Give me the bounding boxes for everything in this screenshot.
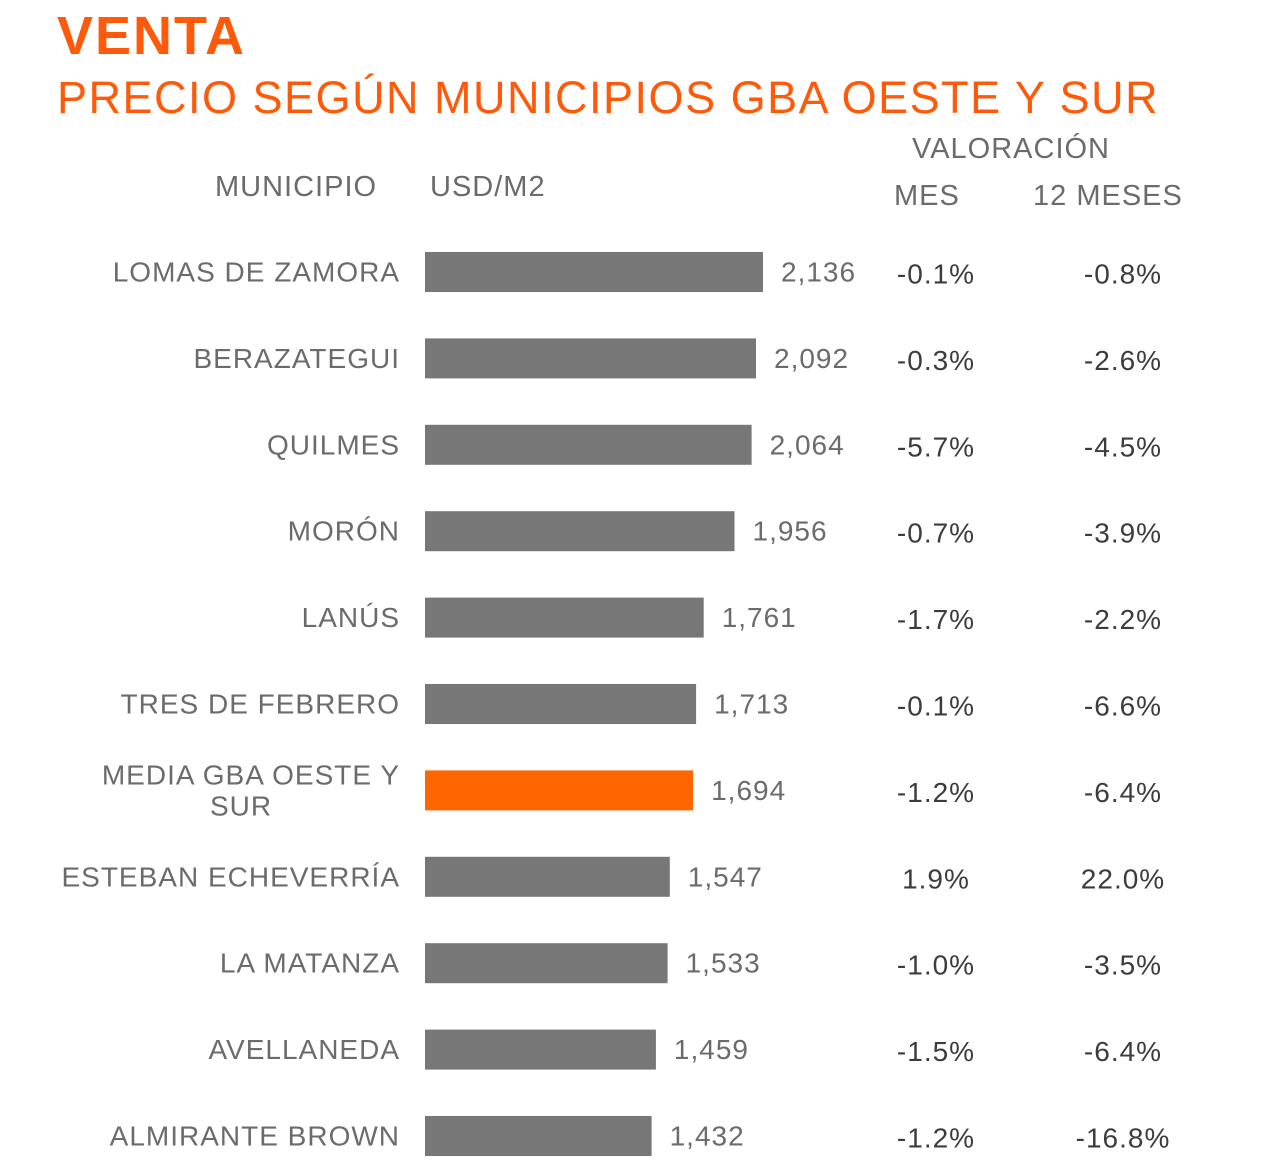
valoracion-12-meses: -4.5%	[1084, 431, 1162, 462]
valoracion-12-meses: -3.9%	[1084, 518, 1162, 549]
category-label: SUR	[210, 790, 272, 821]
bar	[425, 943, 668, 984]
bar	[425, 511, 735, 552]
category-label: BERAZATEGUI	[193, 343, 400, 374]
valoracion-mes: -1.2%	[897, 1123, 975, 1154]
category-label: LA MATANZA	[220, 948, 400, 979]
valoracion-12-meses: -0.8%	[1084, 259, 1162, 290]
column-header-valoracion: VALORACIÓN	[912, 133, 1111, 165]
value-label: 1,547	[688, 861, 763, 892]
category-label: MEDIA GBA OESTE Y	[102, 759, 400, 790]
bar	[425, 1029, 656, 1070]
category-label: QUILMES	[267, 429, 400, 460]
valoracion-mes: -1.0%	[897, 950, 975, 981]
value-label: 2,092	[774, 343, 849, 374]
valoracion-mes: 1.9%	[902, 863, 970, 894]
value-label: 1,761	[722, 602, 797, 633]
category-label: LOMAS DE ZAMORA	[113, 257, 400, 288]
valoracion-mes: -1.5%	[897, 1036, 975, 1067]
valoracion-mes: -5.7%	[897, 431, 975, 462]
valoracion-mes: -1.7%	[897, 604, 975, 635]
chart-subtitle: PRECIO SEGÚN MUNICIPIOS GBA OESTE Y SUR	[57, 72, 1160, 123]
valoracion-mes: -0.3%	[897, 345, 975, 376]
bar	[425, 338, 756, 379]
value-label: 1,713	[714, 689, 789, 720]
valoracion-12-meses: -6.6%	[1084, 691, 1162, 722]
value-label: 1,533	[686, 948, 761, 979]
valoracion-12-meses: -6.4%	[1084, 1036, 1162, 1067]
category-label: ALMIRANTE BROWN	[110, 1121, 400, 1152]
column-header-12-meses: 12 MESES	[1033, 180, 1183, 212]
value-label: 1,459	[674, 1034, 749, 1065]
valoracion-12-meses: -6.4%	[1084, 777, 1162, 808]
valoracion-12-meses: -16.8%	[1076, 1123, 1171, 1154]
valoracion-12-meses: 22.0%	[1081, 863, 1165, 894]
column-header-usd-m2: USD/M2	[430, 171, 546, 203]
valoracion-mes: -0.1%	[897, 691, 975, 722]
valoracion-mes: -0.7%	[897, 518, 975, 549]
valoracion-mes: -0.1%	[897, 259, 975, 290]
category-label: LANÚS	[302, 602, 400, 633]
category-label: MORÓN	[288, 516, 400, 547]
valoracion-mes: -1.2%	[897, 777, 975, 808]
value-label: 1,694	[711, 775, 786, 806]
valoracion-12-meses: -3.5%	[1084, 950, 1162, 981]
bar	[425, 1116, 652, 1156]
bar	[425, 856, 670, 897]
value-label: 2,136	[781, 257, 856, 288]
column-header-mes: MES	[894, 180, 960, 212]
value-label: 1,956	[753, 516, 828, 547]
bar	[425, 252, 763, 292]
category-label: TRES DE FEBRERO	[121, 689, 400, 720]
column-header-municipio: MUNICIPIO	[215, 171, 378, 203]
valoracion-12-meses: -2.2%	[1084, 604, 1162, 635]
bar	[425, 597, 704, 638]
valoracion-12-meses: -2.6%	[1084, 345, 1162, 376]
value-label: 2,064	[770, 429, 845, 460]
bar	[425, 424, 752, 465]
category-label: ESTEBAN ECHEVERRÍA	[61, 861, 400, 892]
value-label: 1,432	[670, 1121, 745, 1152]
bar	[425, 684, 697, 724]
category-label: AVELLANEDA	[208, 1034, 400, 1065]
chart-title: VENTA	[57, 6, 247, 66]
bar	[425, 770, 694, 811]
